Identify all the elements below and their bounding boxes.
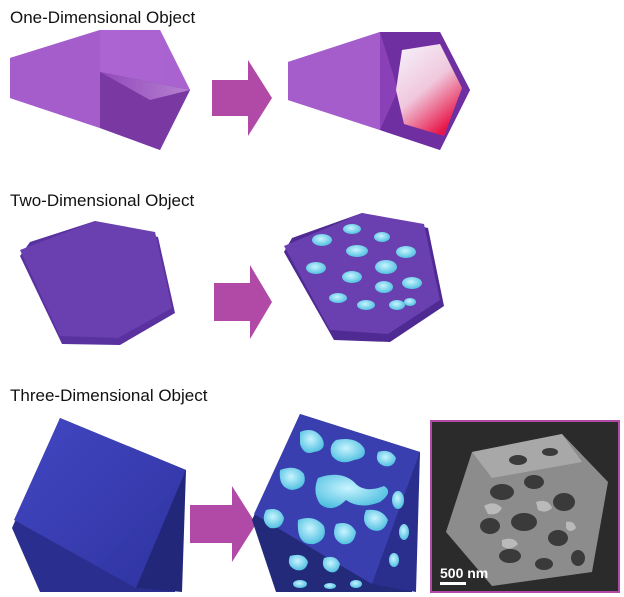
- hollow-prism: [288, 32, 470, 150]
- pore: [375, 260, 397, 274]
- pore: [357, 300, 375, 310]
- arrow-1: [212, 60, 272, 136]
- scale-bar: [440, 582, 466, 585]
- solid-cube: [12, 418, 186, 592]
- hexagonal-plate: [20, 221, 175, 345]
- scale-bar-label: 500 nm: [440, 565, 489, 581]
- pore-network: [263, 430, 409, 589]
- pore: [375, 281, 393, 293]
- sem-micrograph: 500 nm: [430, 420, 620, 593]
- micrograph-image: [432, 422, 618, 591]
- porous-plate: [284, 213, 444, 342]
- row-title-three-dimensional: Three-Dimensional Object: [10, 386, 208, 405]
- pore: [402, 277, 422, 289]
- hollow-opening: [396, 44, 462, 136]
- row-title-two-dimensional: Two-Dimensional Object: [10, 191, 195, 210]
- pore: [312, 234, 332, 246]
- arrow-3: [190, 486, 256, 562]
- pore: [346, 245, 368, 257]
- porous-cube: [252, 414, 420, 592]
- pore: [306, 262, 326, 274]
- pore: [396, 246, 416, 258]
- row-title-one-dimensional: One-Dimensional Object: [10, 8, 196, 27]
- pore: [404, 298, 416, 306]
- arrow-2: [214, 265, 272, 339]
- pore: [329, 293, 347, 303]
- pore: [342, 271, 362, 283]
- pore: [374, 232, 390, 242]
- prism-solid: [10, 30, 190, 150]
- pore: [389, 300, 405, 310]
- pore: [343, 224, 361, 234]
